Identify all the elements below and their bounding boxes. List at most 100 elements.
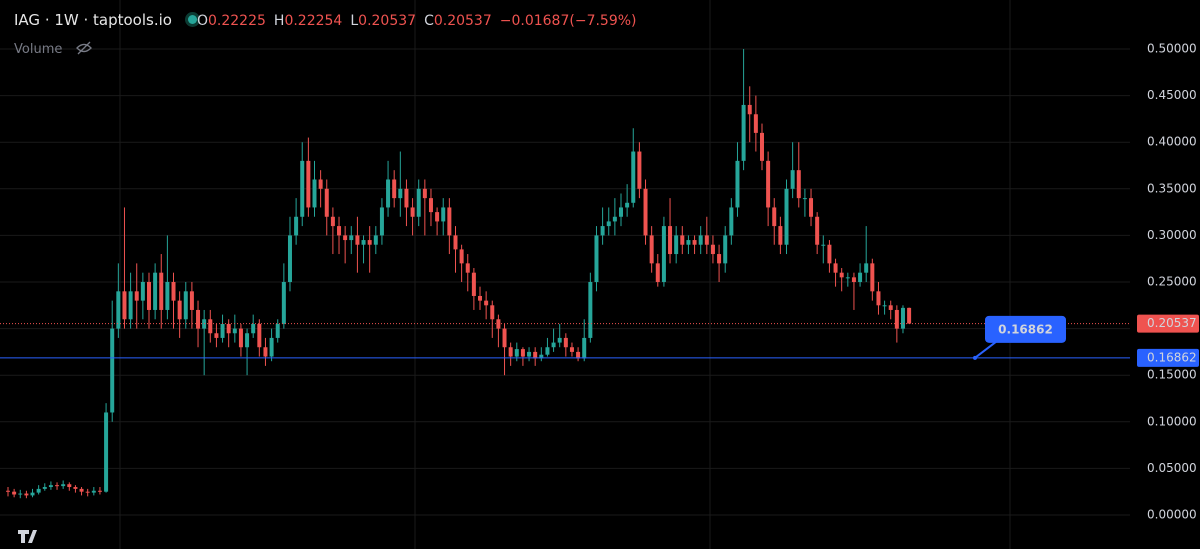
line-price-label: 0.16862 bbox=[1147, 350, 1197, 364]
candle-body bbox=[294, 216, 299, 236]
candle-body bbox=[858, 272, 863, 283]
candle-body bbox=[735, 160, 740, 208]
candle-body bbox=[845, 277, 850, 279]
candle-body bbox=[171, 282, 176, 301]
candle-body bbox=[245, 333, 250, 348]
candle-body bbox=[557, 337, 562, 343]
candle-body bbox=[674, 235, 679, 255]
candle-body bbox=[48, 485, 53, 488]
candle-body bbox=[263, 347, 268, 357]
candle-body bbox=[588, 282, 593, 338]
candle-body bbox=[643, 188, 648, 236]
legend-header: IAG · 1W · taptools.io O0.22225 H0.22254 L0… bbox=[14, 11, 637, 29]
candle-body bbox=[67, 484, 72, 488]
grid: 0.000000.050000.100000.150000.200000.250… bbox=[0, 42, 1197, 521]
candle-body bbox=[594, 235, 599, 283]
candle-body bbox=[379, 207, 384, 236]
candle-body bbox=[753, 114, 758, 133]
candle-body bbox=[551, 342, 556, 348]
candle-body bbox=[465, 263, 470, 273]
vertical-grid bbox=[119, 0, 1011, 549]
candle-body bbox=[796, 170, 801, 199]
candle-body bbox=[208, 319, 213, 334]
candle-body bbox=[870, 263, 875, 292]
candle-body bbox=[484, 300, 489, 306]
candle-body bbox=[232, 328, 237, 334]
candle-body bbox=[97, 490, 102, 492]
candle-body bbox=[300, 160, 305, 217]
candle-body bbox=[79, 488, 84, 492]
candle-body bbox=[269, 337, 274, 357]
candle-body bbox=[183, 291, 188, 320]
candle-body bbox=[637, 151, 642, 189]
candle-body bbox=[343, 235, 348, 241]
line-price-badge bbox=[1137, 348, 1199, 367]
candle-body bbox=[159, 272, 164, 310]
symbol-title: IAG · 1W · taptools.io bbox=[14, 11, 172, 29]
candle-body bbox=[257, 323, 262, 348]
candle-body bbox=[177, 300, 182, 320]
candle-body bbox=[864, 263, 869, 273]
candle-body bbox=[692, 240, 697, 245]
readout-key: L bbox=[350, 13, 359, 29]
candle-body bbox=[428, 198, 433, 213]
candle-body bbox=[122, 291, 127, 320]
candle-body bbox=[367, 240, 372, 245]
candle-body bbox=[539, 354, 544, 359]
candle-body bbox=[772, 207, 777, 227]
readout-value: 0.22254 bbox=[284, 13, 343, 29]
candle-body bbox=[281, 282, 286, 324]
eye-off-icon[interactable] bbox=[75, 41, 93, 55]
candle-body bbox=[876, 291, 881, 306]
candle-body bbox=[649, 235, 654, 264]
candle-body bbox=[453, 235, 458, 250]
candle-body bbox=[287, 235, 292, 283]
candle-body bbox=[392, 179, 397, 199]
candle-body bbox=[12, 491, 17, 495]
y-tick-label: 0.40000 bbox=[1147, 135, 1197, 149]
overlay: 0.20537 0.16862 0.16862 bbox=[0, 314, 1199, 367]
y-tick-label: 0.50000 bbox=[1147, 42, 1197, 56]
candle-body bbox=[790, 170, 795, 189]
candle-body bbox=[668, 226, 673, 255]
candle-body bbox=[337, 226, 342, 236]
indicator-name: Volume bbox=[14, 42, 63, 57]
candle-body bbox=[134, 291, 139, 301]
candle-body bbox=[416, 188, 421, 217]
candle-body bbox=[226, 323, 231, 334]
candle-body bbox=[36, 488, 41, 493]
candle-body bbox=[153, 272, 158, 310]
candle-body bbox=[478, 295, 483, 301]
candle-body bbox=[238, 328, 243, 348]
candle-body bbox=[839, 272, 844, 278]
candle-body bbox=[619, 207, 623, 217]
candle-body bbox=[533, 351, 538, 359]
candle-body bbox=[165, 282, 170, 310]
candle-body bbox=[655, 263, 660, 283]
candle-body bbox=[833, 263, 838, 273]
candle-body bbox=[717, 254, 722, 264]
candle-body bbox=[459, 249, 464, 264]
candle-body bbox=[741, 104, 746, 161]
candle-body bbox=[355, 235, 360, 245]
candle-body bbox=[747, 104, 752, 115]
candle-body bbox=[809, 198, 814, 217]
candle-body bbox=[189, 291, 194, 310]
candle-body bbox=[18, 493, 23, 495]
candle-body bbox=[759, 132, 764, 161]
candle-body bbox=[625, 202, 630, 208]
readout-value: 0.22225 bbox=[208, 13, 266, 29]
indicator-label: Volume bbox=[14, 39, 92, 57]
candle-body bbox=[527, 351, 532, 357]
candle-body bbox=[576, 351, 581, 359]
candle-body bbox=[386, 179, 391, 208]
candle-body bbox=[146, 282, 151, 310]
candle-body bbox=[361, 240, 366, 245]
candle-body bbox=[275, 323, 280, 338]
candle-body bbox=[851, 277, 856, 283]
candle-body bbox=[42, 487, 47, 489]
candle-body bbox=[508, 347, 513, 357]
candle-body bbox=[821, 244, 826, 246]
candle-body bbox=[882, 305, 887, 307]
